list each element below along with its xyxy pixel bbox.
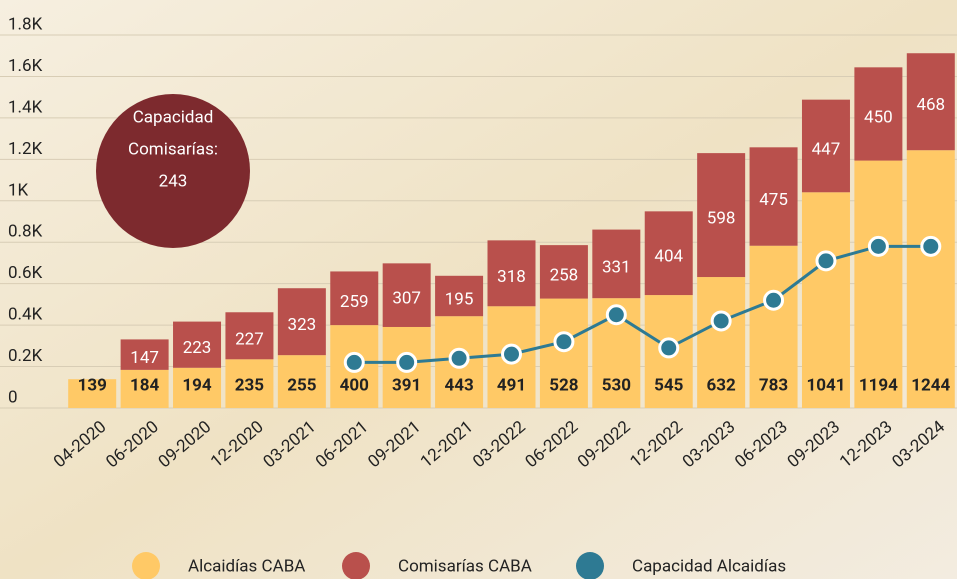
line-point [922, 237, 940, 255]
value-label: 545 [654, 375, 684, 395]
line-point [660, 339, 678, 357]
value-label: 331 [602, 257, 631, 277]
value-label: 530 [602, 375, 631, 395]
line-point [555, 333, 573, 351]
value-label: 443 [444, 375, 473, 395]
value-label: 1194 [859, 375, 898, 395]
line-point [817, 252, 835, 270]
value-label: 598 [707, 209, 736, 229]
bar [854, 161, 902, 408]
value-label: 307 [392, 289, 421, 309]
value-label: 468 [916, 95, 945, 115]
line-point [398, 353, 416, 371]
y-tick-label: 1.8K [8, 14, 43, 34]
value-label: 1244 [911, 375, 950, 395]
value-label: 404 [654, 247, 683, 267]
y-tick-label: 1K [8, 180, 29, 200]
value-label: 1041 [806, 375, 845, 395]
value-label: 223 [183, 338, 212, 358]
y-tick-label: 0.8K [8, 222, 43, 242]
y-tick-label: 1.6K [8, 56, 43, 76]
legend-marker [576, 552, 604, 579]
line-point [712, 312, 730, 330]
y-tick-label: 1.2K [8, 139, 43, 159]
line-point [345, 353, 363, 371]
value-label: 259 [340, 292, 369, 312]
value-label: 235 [235, 375, 265, 395]
value-label: 139 [78, 375, 107, 395]
value-label: 195 [445, 289, 474, 309]
value-label: 528 [549, 375, 578, 395]
value-label: 391 [392, 375, 421, 395]
legend-marker [132, 552, 160, 579]
value-label: 184 [130, 375, 160, 395]
line-point [869, 237, 887, 255]
y-tick-label: 0 [8, 387, 18, 407]
value-label: 194 [182, 375, 212, 395]
legend-label: Capacidad Alcaidías [632, 556, 786, 576]
value-label: 783 [759, 375, 788, 395]
annotation-text: 243 [159, 171, 188, 191]
value-label: 450 [864, 107, 893, 127]
value-label: 475 [759, 190, 788, 210]
value-label: 447 [812, 139, 841, 159]
y-tick-label: 0.6K [8, 263, 43, 283]
y-tick-label: 0.4K [8, 305, 43, 325]
value-label: 255 [287, 375, 317, 395]
value-label: 400 [340, 375, 369, 395]
annotation-text: Capacidad [133, 107, 214, 127]
y-tick-label: 0.2K [8, 346, 43, 366]
value-label: 632 [707, 375, 737, 395]
line-point [503, 345, 521, 363]
value-label: 227 [235, 329, 264, 349]
y-tick-label: 1.4K [8, 97, 43, 117]
annotation-text: Comisarías: [128, 139, 218, 159]
line-point [607, 306, 625, 324]
legend-label: Alcaidías CABA [188, 556, 305, 576]
value-label: 318 [497, 267, 526, 287]
chart: 0 0.2K 0.4K 0.6K 0.8K 1K 1.2K 1.4K 1.6K 1.8K 139 18… [0, 0, 957, 579]
value-label: 323 [288, 315, 317, 335]
value-label: 147 [130, 348, 159, 368]
value-label: 491 [497, 375, 526, 395]
value-label: 258 [550, 265, 579, 285]
legend-marker [342, 552, 370, 579]
line-point [765, 291, 783, 309]
line-point [450, 349, 468, 367]
bar [907, 150, 955, 408]
legend-label: Comisarías CABA [398, 556, 532, 576]
